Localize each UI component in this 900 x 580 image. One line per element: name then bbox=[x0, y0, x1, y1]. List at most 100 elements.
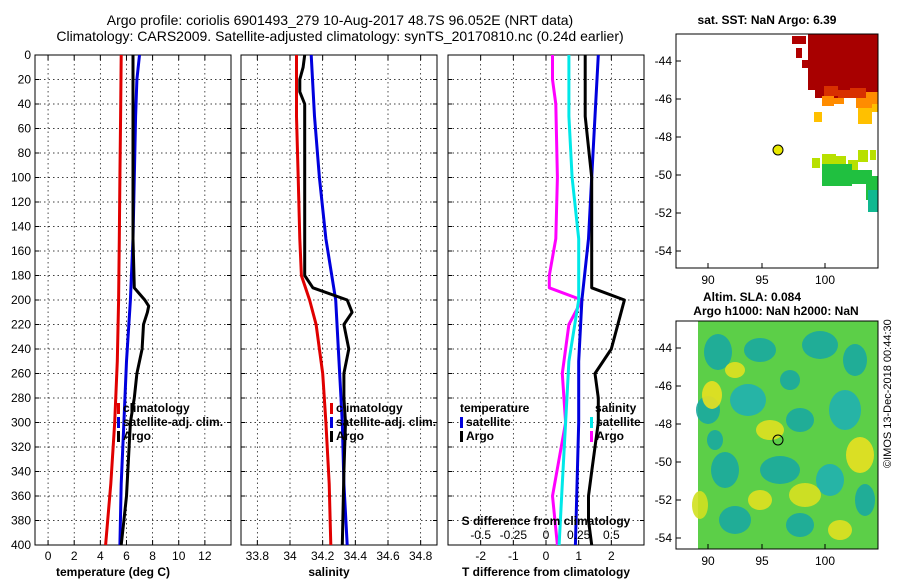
x-tick-label: 0 bbox=[45, 549, 52, 563]
x-tick-label: 34.8 bbox=[409, 549, 433, 563]
series-line-t-satellite-diff bbox=[573, 54, 600, 546]
sst-warm-cell bbox=[850, 88, 866, 98]
x-tick-label: 8 bbox=[149, 549, 156, 563]
x-tick-label: 34.6 bbox=[376, 549, 400, 563]
sla-anomaly-blob bbox=[846, 437, 874, 473]
sst-warm-cell bbox=[802, 60, 808, 68]
y-tick-label: 360 bbox=[11, 489, 31, 503]
legend-s-diff-label: Argo bbox=[596, 429, 624, 443]
series-line-t-argo-diff bbox=[583, 55, 626, 546]
sla-anomaly-blob bbox=[828, 520, 852, 540]
sla-anomaly-blob bbox=[707, 430, 723, 450]
legend-temperature-swatch bbox=[117, 403, 120, 414]
x-tick-label: 6 bbox=[123, 549, 130, 563]
sst-mid-cell bbox=[866, 92, 878, 98]
map-y-label: -54 bbox=[655, 244, 673, 258]
y-tick-label: 60 bbox=[18, 122, 32, 136]
argo-location-marker bbox=[772, 434, 784, 446]
sst-cool-cell bbox=[846, 170, 872, 184]
sst-mid-cell bbox=[822, 96, 834, 106]
sst-field bbox=[772, 34, 878, 212]
series-line-climatology bbox=[104, 54, 123, 546]
legend-salinity-title: salinity bbox=[595, 401, 637, 415]
sla-map-title: Altim. SLA: 0.084 bbox=[703, 290, 801, 304]
sla-map bbox=[675, 320, 879, 550]
legend-temperature-label: satellite-adj. clim. bbox=[123, 415, 223, 429]
map-y-label: -50 bbox=[655, 168, 673, 182]
y-tick-label: 20 bbox=[18, 73, 32, 87]
y-tick-label: 260 bbox=[11, 367, 31, 381]
argo-location-marker bbox=[772, 144, 784, 156]
map-x-label: 90 bbox=[701, 273, 715, 287]
sla-field bbox=[692, 321, 878, 549]
y-tick-label: 160 bbox=[11, 244, 31, 258]
s-tick-label: 0.25 bbox=[567, 528, 591, 542]
sst-map bbox=[675, 33, 879, 269]
legend-s-diff-swatch bbox=[590, 417, 593, 428]
sla-anomaly-blob bbox=[789, 483, 821, 507]
map-y-label: -50 bbox=[655, 455, 673, 469]
y-tick-label: 100 bbox=[11, 171, 31, 185]
sst-mid-cell bbox=[858, 108, 872, 124]
y-tick-label: 40 bbox=[18, 97, 32, 111]
s-tick-label: 0.5 bbox=[603, 528, 620, 542]
legend-s-diff-swatch bbox=[590, 431, 593, 442]
sla-anomaly-blob bbox=[816, 464, 844, 496]
y-tick-label: 340 bbox=[11, 465, 31, 479]
x-tick-label: 1 bbox=[575, 549, 582, 563]
map-x-label: 100 bbox=[815, 554, 835, 568]
sla-anomaly-blob bbox=[744, 338, 776, 362]
map-y-label: -54 bbox=[655, 531, 673, 545]
legend-salinity-swatch bbox=[330, 431, 333, 442]
sla-anomaly-blob bbox=[855, 484, 875, 516]
sst-map-frame bbox=[675, 33, 879, 269]
legend-temperature-title: temperature bbox=[460, 401, 530, 415]
sst-mid-cell bbox=[834, 98, 844, 104]
sst-mid-cell bbox=[814, 112, 822, 122]
map-y-label: -46 bbox=[655, 379, 673, 393]
sla-anomaly-blob bbox=[829, 390, 861, 430]
sst-cool-cell bbox=[870, 150, 876, 160]
y-tick-label: 320 bbox=[11, 440, 31, 454]
y-tick-label: 380 bbox=[11, 514, 31, 528]
panel-differences bbox=[447, 54, 645, 546]
diff-title: S difference from climatology bbox=[462, 514, 631, 528]
sla-anomaly-blob bbox=[748, 490, 772, 510]
legend-t-diff-swatch bbox=[460, 417, 463, 428]
map-y-label: -46 bbox=[655, 92, 673, 106]
map-y-label: -44 bbox=[655, 341, 673, 355]
series-line-climatology bbox=[295, 55, 333, 546]
panel-salinity bbox=[240, 54, 438, 546]
x-tick-label: 10 bbox=[172, 549, 186, 563]
legend-t-diff-label: Argo bbox=[466, 429, 494, 443]
map-x-label: 95 bbox=[755, 554, 769, 568]
legend-temperature-label: Argo bbox=[123, 429, 151, 443]
y-tick-label: 200 bbox=[11, 293, 31, 307]
series-line-s-satellite-diff bbox=[557, 55, 581, 546]
series-line-argo bbox=[298, 54, 354, 546]
sla-anomaly-blob bbox=[711, 452, 739, 488]
sla-anomaly-blob bbox=[725, 362, 745, 378]
sst-map-title: sat. SST: NaN Argo: 6.39 bbox=[698, 13, 837, 27]
sla-anomaly-blob bbox=[719, 506, 751, 534]
sst-warm-cell bbox=[824, 86, 838, 96]
x-tick-label: 33.8 bbox=[246, 549, 270, 563]
sst-cool-cell bbox=[812, 158, 820, 168]
x-tick-label: 2 bbox=[608, 549, 615, 563]
sst-warm-cell bbox=[796, 48, 802, 58]
legend-temperature-swatch bbox=[117, 417, 120, 428]
sst-warm-cell bbox=[838, 90, 850, 98]
sla-anomaly-blob bbox=[702, 381, 722, 409]
y-tick-label: 180 bbox=[11, 269, 31, 283]
x-axis-label: T difference from climatology bbox=[462, 565, 630, 579]
legend-salinity-swatch bbox=[330, 403, 333, 414]
x-tick-label: -2 bbox=[475, 549, 486, 563]
legend-t-diff-swatch bbox=[460, 431, 463, 442]
s-tick-label: -0.5 bbox=[470, 528, 491, 542]
sla-anomaly-blob bbox=[780, 370, 800, 390]
x-tick-label: 4 bbox=[97, 549, 104, 563]
sst-mid-cell bbox=[856, 98, 878, 108]
map-x-label: 95 bbox=[755, 273, 769, 287]
header-line-2: Climatology: CARS2009. Satellite-adjuste… bbox=[56, 28, 624, 44]
sst-cool-cell bbox=[848, 160, 858, 174]
